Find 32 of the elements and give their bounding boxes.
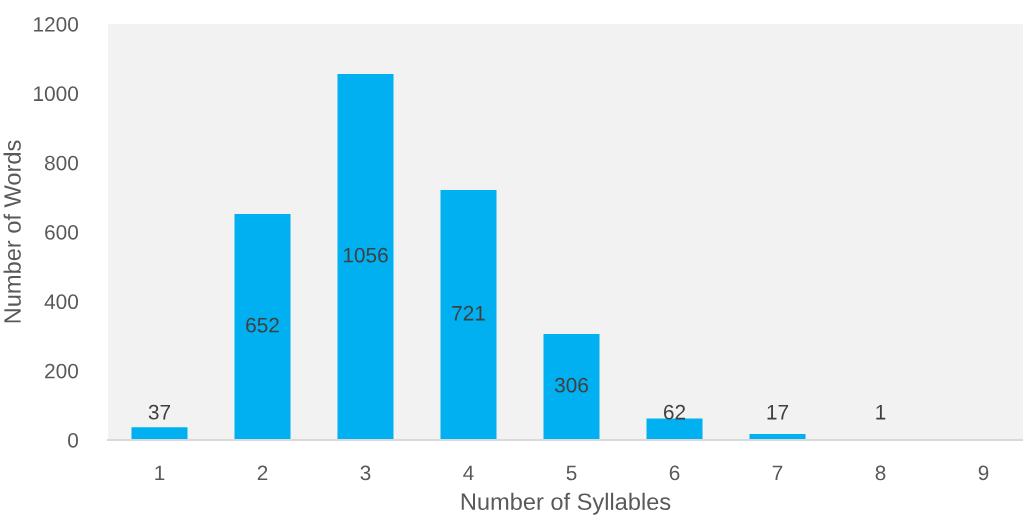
x-tick-label: 1 — [155, 465, 165, 481]
data-label: 17 — [767, 405, 789, 420]
bar — [234, 213, 291, 440]
data-label: 652 — [246, 317, 279, 333]
x-axis-title: Number of Syllables — [461, 492, 671, 515]
y-tick-label: 800 — [44, 155, 79, 171]
y-tick-label: 1000 — [34, 86, 79, 102]
x-tick-label: 7 — [772, 465, 783, 481]
data-label: 62 — [663, 404, 686, 420]
bar — [131, 427, 188, 440]
bar — [337, 73, 394, 440]
data-label: 37 — [148, 404, 171, 420]
y-axis-title: Number of Words — [3, 140, 21, 323]
bar — [440, 190, 497, 440]
x-tick-label: 5 — [566, 465, 577, 481]
data-label: 1 — [876, 405, 886, 420]
y-tick-label: 600 — [45, 225, 79, 240]
data-label: 306 — [554, 377, 588, 393]
y-tick-label: 400 — [44, 294, 79, 310]
data-label: 1056 — [343, 247, 388, 263]
y-tick-label: 200 — [45, 363, 79, 379]
x-tick-label: 8 — [875, 465, 886, 481]
y-tick-label: 0 — [68, 433, 79, 448]
bar — [543, 333, 600, 440]
data-label: 721 — [452, 305, 485, 321]
bar — [646, 418, 703, 440]
x-tick-label: 9 — [978, 465, 989, 481]
x-tick-label: 3 — [360, 465, 371, 481]
y-tick-label: 1200 — [34, 17, 79, 32]
x-tick-label: 6 — [669, 465, 680, 481]
x-tick-label: 2 — [257, 465, 268, 481]
x-tick-label: 4 — [463, 465, 474, 481]
